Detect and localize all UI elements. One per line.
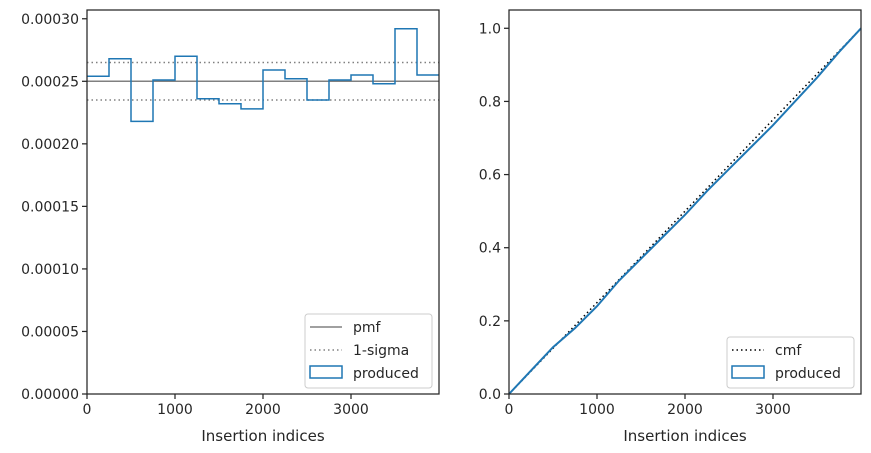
x-tick-label: 1000: [579, 402, 615, 418]
x-tick-label: 3000: [333, 402, 369, 418]
series-produced-line: [508, 27, 862, 395]
y-tick-label: 0.0: [479, 387, 501, 403]
series-produced-step: [87, 28, 439, 123]
x-tick-label: 0: [83, 402, 92, 418]
legend-label-cmf: cmf: [775, 343, 802, 359]
y-tick-label: 0.6: [479, 168, 501, 184]
right-axes-frame: [508, 9, 862, 395]
legend-label-produced-right: produced: [775, 366, 841, 382]
y-tick-label: 0.00030: [21, 12, 79, 28]
y-tick-label: 0.00010: [21, 262, 79, 278]
legend-label-produced: produced: [353, 366, 419, 382]
y-tick-label: 0.8: [479, 94, 501, 110]
y-tick-label: 0.4: [479, 241, 501, 257]
y-tick-label: 1.0: [479, 21, 501, 37]
left-chart-pmf: 0 1000 2000 3000 0.00000 0.00005 0.00010 0.0001…: [21, 9, 440, 445]
x-tick-label: 3000: [755, 402, 791, 418]
y-tick-label: 0.2: [479, 314, 501, 330]
legend-swatch-produced-right: [731, 365, 765, 379]
x-tick-label: 2000: [667, 402, 703, 418]
right-x-axis-label: Insertion indices: [623, 427, 746, 445]
x-tick-label: 1000: [157, 402, 193, 418]
left-legend: pmf 1-sigma produced: [304, 313, 433, 389]
left-x-axis-label: Insertion indices: [201, 427, 324, 445]
right-chart-cmf: 0 1000 2000 3000 0.0 0.2 0.4 0.6 0.8 1.0 Insertio…: [479, 9, 862, 445]
y-tick-label: 0.00020: [21, 137, 79, 153]
x-tick-label: 2000: [245, 402, 281, 418]
left-legend-box: [304, 313, 433, 389]
y-tick-label: 0.00005: [21, 324, 79, 340]
right-legend: cmf produced: [726, 336, 855, 389]
legend-swatch-produced: [309, 365, 343, 379]
legend-label-1-sigma: 1-sigma: [353, 343, 409, 359]
y-tick-label: 0.00025: [21, 74, 79, 90]
right-legend-box: [726, 336, 855, 389]
y-tick-label: 0.00015: [21, 199, 79, 215]
y-tick-label: 0.00000: [21, 387, 79, 403]
legend-label-pmf: pmf: [353, 320, 382, 336]
x-tick-label: 0: [505, 402, 514, 418]
